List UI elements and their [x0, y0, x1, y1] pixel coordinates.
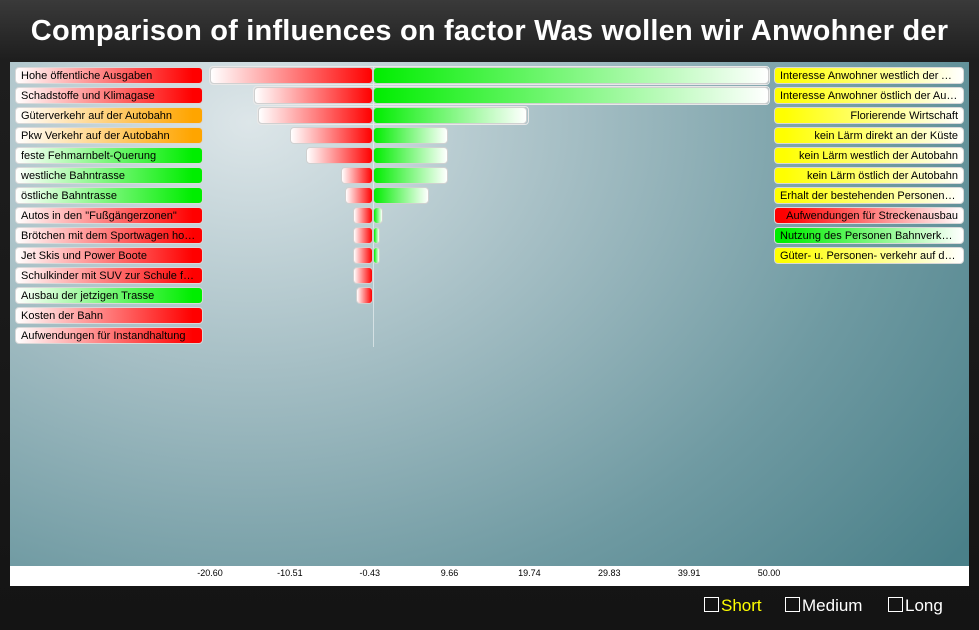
bar-positive — [373, 207, 383, 224]
bar-negative — [353, 227, 374, 244]
influence-label-negative[interactable]: Kosten der Bahn — [15, 307, 203, 324]
influence-label-positive[interactable]: Nutzung des Personen Bahnverkehrs — [774, 227, 964, 244]
bar-negative — [254, 87, 374, 104]
bar-negative — [341, 167, 374, 184]
bar-positive — [373, 227, 381, 244]
checkbox-medium[interactable] — [785, 597, 800, 612]
legend-long-label: Long — [905, 596, 943, 615]
influence-label-positive[interactable]: Güter- u. Personen- verkehr auf der Bahn — [774, 247, 964, 264]
bar-negative — [355, 287, 374, 304]
legend-medium-label: Medium — [802, 596, 863, 615]
influence-label-negative[interactable]: Hohe öffentliche Ausgaben — [15, 67, 203, 84]
influence-label-positive[interactable]: Erhalt der bestehenden Personenverkehre — [774, 187, 964, 204]
x-tick-label: -20.60 — [197, 568, 223, 578]
legend-short[interactable]: Short — [704, 596, 762, 616]
bar-negative — [305, 147, 374, 164]
influence-label-positive[interactable]: kein Lärm östlich der Autobahn — [774, 167, 964, 184]
influence-label-negative[interactable]: Jet Skis und Power Boote — [15, 247, 203, 264]
bar-outline — [257, 106, 529, 125]
influence-label-negative[interactable]: Brötchen mit dem Sportwagen holen — [15, 227, 203, 244]
bar-positive — [373, 87, 769, 104]
influence-label-negative[interactable]: Aufwendungen für Instandhaltung — [15, 327, 203, 344]
x-tick-label: 19.74 — [518, 568, 541, 578]
bar-positive — [373, 187, 429, 204]
legend-medium[interactable]: Medium — [785, 596, 862, 616]
influence-label-negative[interactable]: Schulkinder mit SUV zur Schule fahren — [15, 267, 203, 284]
x-tick-label: -0.43 — [359, 568, 380, 578]
legend-short-label: Short — [721, 596, 762, 615]
x-tick-label: 39.91 — [677, 568, 701, 578]
bar-negative — [353, 207, 374, 224]
bar-positive — [373, 127, 449, 144]
bar-positive — [373, 147, 449, 164]
bar-negative — [210, 67, 374, 84]
influence-label-negative[interactable]: Autos in den "Fußgängerzonen" — [15, 207, 203, 224]
influence-label-negative[interactable]: Güterverkehr auf der Autobahn — [15, 107, 203, 124]
x-tick-label: 9.66 — [440, 568, 459, 578]
checkbox-short[interactable] — [704, 597, 719, 612]
influence-label-positive[interactable]: Aufwendungen für Streckenausbau — [774, 207, 964, 224]
influence-label-positive[interactable]: Florierende Wirtschaft — [774, 107, 964, 124]
influence-label-positive[interactable]: kein Lärm direkt an der Küste — [774, 127, 964, 144]
bar-negative — [289, 127, 374, 144]
bar-outline — [253, 86, 770, 105]
influence-label-negative[interactable]: westliche Bahntrasse — [15, 167, 203, 184]
influence-label-positive[interactable]: Interesse Anwohner westlich der Autobahn — [774, 67, 964, 84]
x-axis — [10, 566, 969, 586]
influence-label-negative[interactable]: Ausbau der jetzigen Trasse — [15, 287, 203, 304]
bar-negative — [353, 247, 374, 264]
x-tick-label: -10.51 — [277, 568, 303, 578]
influence-label-negative[interactable]: Pkw Verkehr auf der Autobahn — [15, 127, 203, 144]
bar-positive — [373, 67, 769, 84]
influence-label-negative[interactable]: Schadstoffe und Klimagase — [15, 87, 203, 104]
influence-label-negative[interactable]: östliche Bahntrasse — [15, 187, 203, 204]
bar-negative — [353, 267, 374, 284]
x-tick-label: 50.00 — [757, 568, 781, 578]
bar-positive — [373, 107, 528, 124]
influence-label-negative[interactable]: feste Fehmarnbelt-Querung — [15, 147, 203, 164]
chart-title: Comparison of influences on factor Was w… — [30, 15, 949, 47]
influence-label-positive[interactable]: kein Lärm westlich der Autobahn — [774, 147, 964, 164]
bar-positive — [373, 167, 449, 184]
bar-negative — [345, 187, 374, 204]
bar-positive — [373, 247, 381, 264]
influence-label-positive[interactable]: Interesse Anwohner östlich der Autobahn — [774, 87, 964, 104]
legend-long[interactable]: Long — [888, 596, 943, 616]
bar-negative — [258, 107, 374, 124]
x-tick-label: 29.83 — [598, 568, 621, 578]
checkbox-long[interactable] — [888, 597, 903, 612]
bar-outline — [209, 66, 770, 85]
